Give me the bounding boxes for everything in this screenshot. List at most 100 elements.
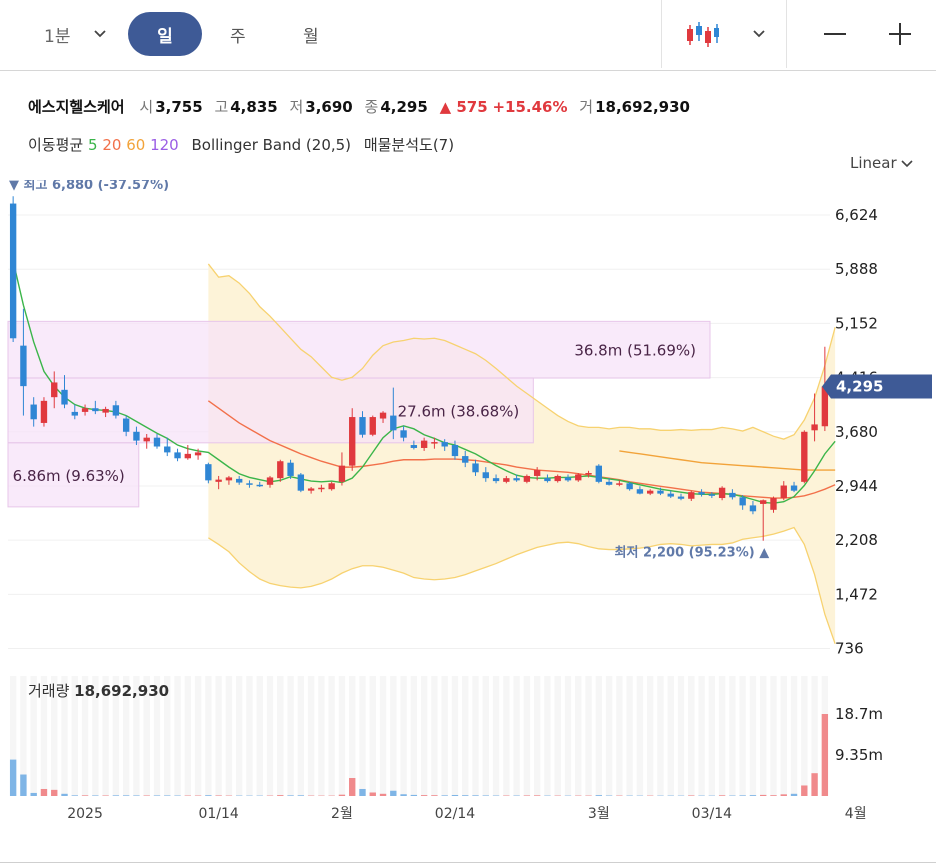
volume-bar	[359, 788, 366, 796]
candle-body	[698, 492, 705, 495]
high-label: 고	[214, 98, 229, 116]
candle-body	[20, 345, 27, 387]
candle-body	[30, 404, 37, 420]
tab-week[interactable]: 주	[230, 26, 246, 47]
volume-bg-column	[9, 676, 17, 796]
volume-bg-column	[441, 676, 448, 796]
candle	[215, 475, 222, 490]
tab-month[interactable]: 월	[303, 26, 319, 47]
volume-bar	[410, 794, 418, 796]
volume-bar	[431, 795, 438, 796]
price-chart[interactable]: 36.8m (51.69%) 27.6m (38.68%) 6.86m (9.63%…	[0, 180, 936, 660]
candle	[441, 439, 448, 451]
candle-body	[462, 456, 469, 463]
current-price-tag	[822, 374, 932, 399]
volume-bg-column	[338, 676, 346, 796]
volume-bar	[739, 795, 746, 796]
volume-bg-column	[770, 676, 777, 796]
candle-body	[328, 483, 335, 490]
tab-day[interactable]: 일	[128, 12, 202, 56]
volume-bg-column	[801, 676, 808, 796]
volume-bar	[688, 795, 695, 796]
candle	[338, 452, 346, 486]
ma60-label: 60	[126, 136, 146, 154]
volume-bar	[51, 789, 58, 796]
volume-bar	[9, 759, 17, 796]
indicator-legend[interactable]: 이동평균 5 20 60 120 Bollinger Band (20,5) 매…	[28, 134, 454, 155]
volume-bg-column	[533, 676, 541, 796]
candle	[390, 387, 397, 440]
candle-body	[749, 505, 757, 512]
candle-body	[739, 497, 746, 506]
candle-body	[102, 408, 109, 413]
candle-body	[718, 487, 726, 499]
volume-bg-column	[780, 676, 787, 796]
candle-body	[564, 477, 572, 481]
candle	[61, 375, 68, 409]
candle	[564, 474, 572, 482]
volume-bg-column	[811, 676, 818, 796]
candle-body	[626, 483, 633, 490]
candle	[647, 489, 654, 496]
candle	[482, 467, 489, 482]
candle-body	[71, 411, 78, 416]
volume-profile-label: 6.86m (9.63%)	[13, 467, 125, 485]
scale-selector[interactable]: Linear	[850, 154, 913, 172]
candle	[256, 481, 263, 487]
interval-selector[interactable]: 1분	[44, 26, 71, 47]
minus-icon[interactable]	[823, 0, 847, 68]
candle	[811, 393, 818, 442]
candle	[770, 496, 777, 513]
candle-body	[667, 493, 674, 497]
volume-bar	[30, 792, 37, 796]
candle	[605, 478, 613, 486]
volume-bg-column	[790, 676, 798, 796]
chevron-down-icon[interactable]	[93, 0, 107, 68]
candle	[349, 408, 356, 471]
volume-bg-column	[256, 676, 263, 796]
candle-body	[318, 487, 325, 490]
y-tick-label: 3,680	[835, 423, 878, 441]
volume-bar	[595, 795, 602, 796]
candle	[164, 437, 171, 457]
volume-bg-column	[51, 676, 58, 796]
price-summary: 에스지헬스케어 시 3,755 고 4,835 저 3,690 종 4,295 ▲ 57…	[28, 96, 697, 117]
volume-bar	[533, 795, 541, 796]
volume-profile-bar	[7, 442, 140, 508]
candlestick-icon[interactable]	[686, 0, 720, 68]
volume-bar	[369, 792, 376, 796]
volume-bg-column	[451, 676, 459, 796]
volume-bar	[821, 714, 829, 796]
volume-tick-label: 18.7m	[835, 705, 883, 723]
y-tick-label: 2,208	[835, 531, 878, 549]
volume-bg-column	[71, 676, 78, 796]
volume-bar	[472, 795, 479, 796]
x-tick-label: 01/14	[198, 806, 238, 822]
ma5-line	[12, 260, 836, 504]
close-value: 4,295	[380, 98, 428, 116]
chevron-down-icon	[901, 160, 913, 168]
volume-bar	[71, 795, 78, 796]
volume-profile-label: 36.8m (51.69%)	[574, 342, 696, 360]
bollinger-band-area	[208, 263, 836, 644]
plus-icon[interactable]	[888, 0, 912, 68]
ma5-label: 5	[87, 136, 98, 154]
volume-bg-column	[328, 676, 335, 796]
candle-body	[605, 481, 613, 485]
candle-body	[533, 470, 541, 476]
volume-bg-column	[225, 676, 233, 796]
volume-bg-column	[194, 676, 202, 796]
volume-bar	[102, 795, 109, 796]
candle-body	[174, 452, 181, 459]
volume-bar	[441, 795, 448, 796]
candle-body	[451, 445, 459, 457]
volume-bg-column	[205, 676, 212, 796]
candle	[328, 481, 335, 491]
candle	[122, 415, 130, 437]
volume-bar	[749, 795, 757, 796]
chart-type-dropdown-icon[interactable]	[752, 0, 766, 68]
volume-bg-column	[585, 676, 592, 796]
ma-label: 이동평균	[28, 136, 84, 154]
candle-body	[307, 488, 315, 491]
close-label: 종	[364, 98, 379, 116]
